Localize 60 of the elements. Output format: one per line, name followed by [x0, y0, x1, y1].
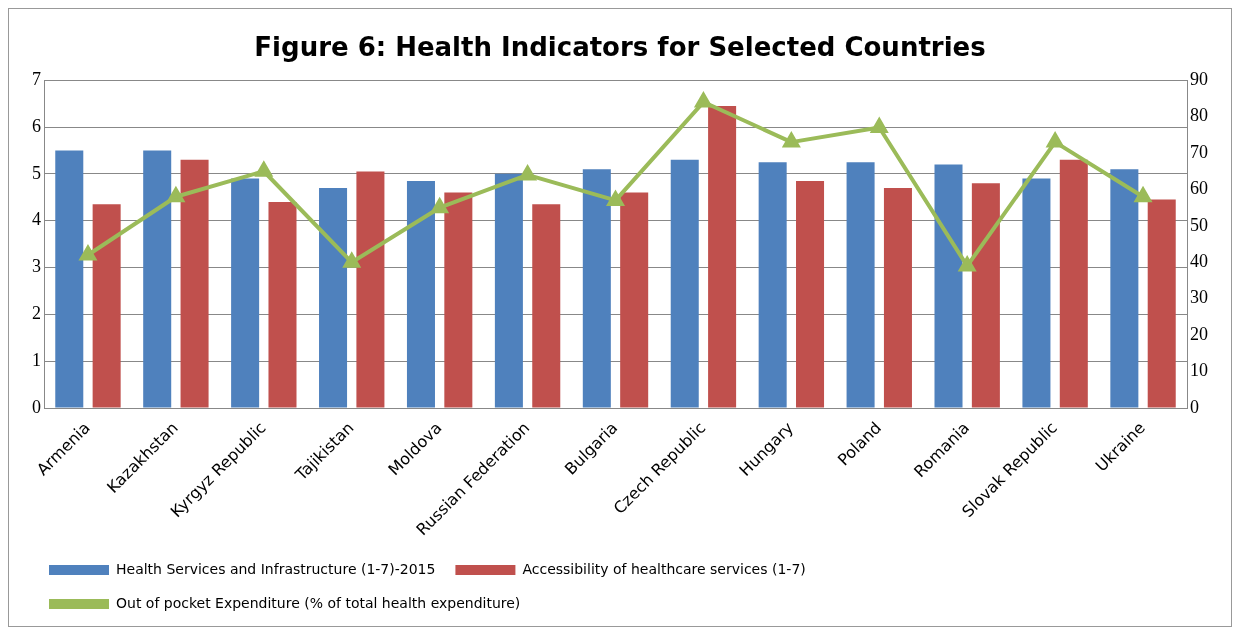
- bar: [971, 183, 1000, 408]
- y-tick-label: 1: [32, 349, 41, 370]
- y2-tick-label: 50: [1190, 214, 1208, 235]
- bar: [231, 178, 260, 408]
- y2-tick-label: 90: [1190, 68, 1208, 89]
- bar: [758, 162, 787, 408]
- bar: [883, 187, 912, 408]
- y-tick-label: 5: [32, 162, 41, 183]
- bar: [708, 105, 737, 408]
- point: [1047, 133, 1064, 148]
- point: [695, 93, 712, 108]
- y2-tick-label: 30: [1190, 287, 1208, 308]
- bar: [620, 192, 649, 408]
- y-tick-label: 3: [32, 256, 41, 277]
- bar: [846, 162, 875, 408]
- y2-tick-label: 60: [1190, 178, 1208, 199]
- point: [519, 165, 536, 181]
- y-tick-label: 7: [32, 68, 41, 89]
- legend-label: Accessibility of healthcare services (1-7): [522, 560, 806, 577]
- y2-tick-label: 40: [1190, 251, 1208, 272]
- bar: [444, 192, 473, 408]
- point: [167, 185, 186, 203]
- y-tick-label: 2: [32, 303, 41, 324]
- point: [255, 162, 272, 177]
- point: [1134, 187, 1152, 203]
- bar: [406, 180, 435, 408]
- legend-label: Health Services and Infrastructure (1-7)-2015: [116, 560, 436, 577]
- chart-title: Figure 6: Health Indicators for Selected Countries: [254, 32, 986, 63]
- legend-label: Out of pocket Expenditure (% of total health expenditure): [116, 594, 521, 611]
- bar: [582, 169, 611, 408]
- bar: [268, 201, 297, 408]
- point: [959, 256, 976, 272]
- point: [607, 191, 624, 206]
- bar: [532, 204, 561, 408]
- bar: [796, 180, 825, 408]
- bar: [319, 187, 348, 408]
- bar: [494, 173, 523, 408]
- y-tick-label: 0: [32, 396, 41, 417]
- point: [783, 133, 800, 148]
- bar: [670, 159, 699, 408]
- bar: [92, 204, 121, 408]
- bar: [180, 159, 209, 408]
- y-tick-label: 4: [32, 209, 41, 230]
- y2-tick-label: 80: [1190, 105, 1208, 126]
- bar: [1147, 199, 1176, 408]
- y2-tick-label: 10: [1190, 360, 1208, 381]
- bar: [356, 171, 385, 408]
- bar: [1022, 178, 1051, 408]
- bar: [1110, 169, 1139, 408]
- point: [79, 246, 97, 261]
- y2-tick-label: 20: [1190, 323, 1208, 344]
- point: [343, 253, 360, 268]
- bar: [934, 164, 963, 408]
- y2-tick-label: 70: [1190, 141, 1208, 162]
- bar: [1059, 159, 1088, 408]
- y-tick-label: 6: [32, 115, 41, 136]
- point: [431, 196, 449, 214]
- y2-tick-label: 0: [1190, 396, 1199, 417]
- bar: [143, 150, 172, 408]
- bar: [55, 150, 84, 408]
